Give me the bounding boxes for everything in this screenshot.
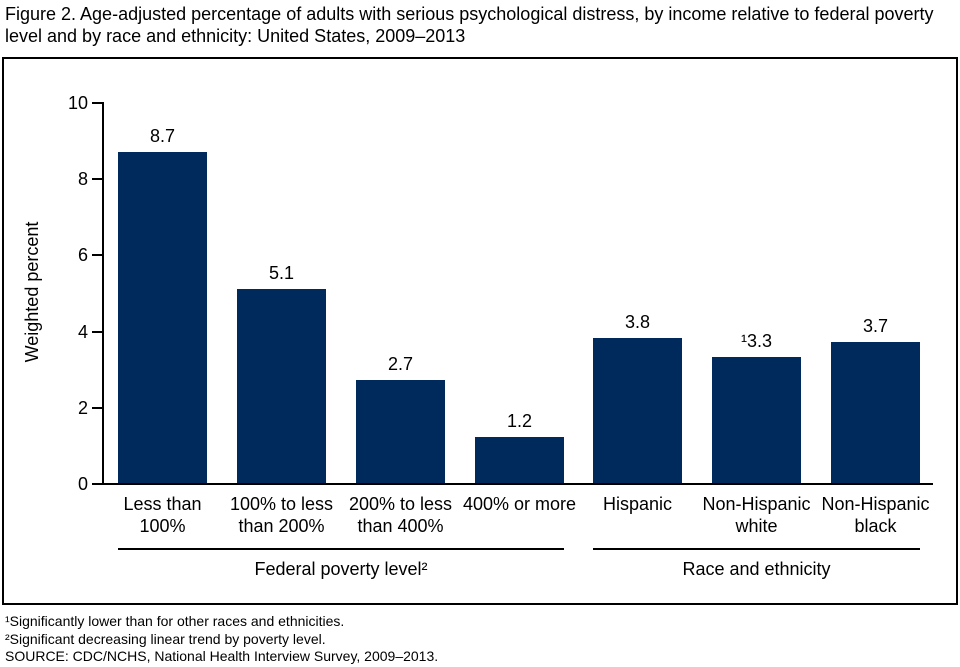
bar (712, 357, 801, 483)
bar (831, 342, 920, 483)
bar-value-label: ¹3.3 (740, 331, 773, 352)
group-underline (118, 548, 564, 550)
category-label: Non-Hispanic white (702, 494, 811, 536)
group-underline (593, 548, 920, 550)
bar (237, 288, 326, 483)
bar-value-label: 3.8 (624, 312, 651, 333)
y-axis-title: Weighted percent (22, 221, 42, 363)
y-tick (92, 483, 102, 485)
footnotes: ¹Significantly lower than for other race… (5, 613, 438, 666)
figure-title: Figure 2. Age-adjusted percentage of adu… (5, 4, 934, 46)
group-label: Race and ethnicity (682, 559, 831, 579)
bar-value-label: 1.2 (506, 411, 533, 432)
y-tick-label: 2 (77, 397, 88, 418)
bar (356, 380, 445, 483)
category-label: Non-Hispanic black (821, 494, 930, 536)
footnote-2: ²Significant decreasing linear trend by … (5, 630, 326, 647)
footnote-1: ¹Significantly lower than for other race… (5, 613, 345, 629)
bar (475, 437, 564, 483)
bar-value-label: 8.7 (149, 125, 176, 146)
y-tick-label: 8 (77, 169, 88, 190)
category-label: 100% to less than 200% (229, 494, 334, 536)
y-tick-label: 6 (77, 245, 88, 266)
x-axis-line (102, 483, 933, 485)
bar (593, 338, 682, 483)
category-label: Less than 100% (123, 494, 202, 536)
y-tick-label: 4 (77, 321, 88, 342)
y-tick (92, 254, 102, 257)
source-note: SOURCE: CDC/NCHS, National Health Interv… (5, 648, 439, 664)
bar-value-label: 2.7 (387, 354, 414, 375)
category-label: 400% or more (462, 494, 577, 514)
bar-value-label: 3.7 (862, 316, 889, 337)
category-label: 200% to less than 400% (348, 494, 453, 536)
bar (118, 151, 207, 483)
bar-value-label: 5.1 (268, 262, 295, 283)
y-tick-label: 10 (67, 93, 88, 113)
y-tick (92, 102, 102, 104)
group-label: Federal poverty level² (254, 559, 428, 579)
category-label: Hispanic (602, 494, 673, 514)
y-tick-label: 0 (77, 474, 88, 494)
y-tick (92, 178, 102, 181)
y-tick (92, 406, 102, 409)
y-axis-line (102, 102, 104, 485)
y-tick (92, 330, 102, 333)
